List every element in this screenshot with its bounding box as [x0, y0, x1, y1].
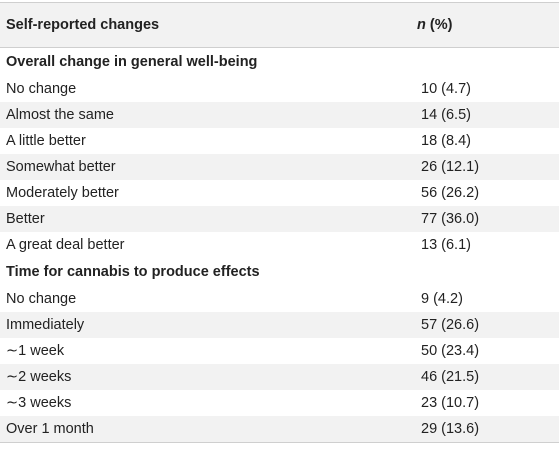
table-header: Self-reported changes n (%) [0, 3, 559, 47]
row-value: 29 (13.6) [421, 421, 480, 437]
top-rule [0, 2, 559, 3]
section-title: Time for cannabis to produce effects [0, 258, 559, 286]
row-value: 46 (21.5) [421, 369, 480, 385]
header-n-italic: n [417, 17, 426, 33]
row-label: Better [6, 211, 45, 227]
row-value: 9 (4.2) [421, 291, 463, 307]
table-row: Moderately better 56 (26.2) [0, 180, 559, 206]
row-value: 23 (10.7) [421, 395, 480, 411]
row-value: 77 (36.0) [421, 211, 480, 227]
row-value: 57 (26.6) [421, 317, 480, 333]
table-row: Somewhat better 26 (12.1) [0, 154, 559, 180]
row-label: No change [6, 291, 77, 307]
table-row: ∼2 weeks 46 (21.5) [0, 364, 559, 390]
row-value: 26 (12.1) [421, 159, 480, 175]
row-value: 14 (6.5) [421, 107, 471, 123]
row-label: Somewhat better [6, 159, 116, 175]
table-body: Overall change in general well-being No c… [0, 48, 559, 442]
row-value: 10 (4.7) [421, 81, 471, 97]
row-value: 56 (26.2) [421, 185, 480, 201]
row-value: 18 (8.4) [421, 133, 471, 149]
table-row: A great deal better 13 (6.1) [0, 232, 559, 258]
table-row: Immediately 57 (26.6) [0, 312, 559, 338]
row-label: Immediately [6, 317, 85, 333]
table-row: ∼1 week 50 (23.4) [0, 338, 559, 364]
row-label: A little better [6, 133, 86, 149]
row-label: Moderately better [6, 185, 119, 201]
bottom-rule [0, 442, 559, 443]
table-row: Almost the same 14 (6.5) [0, 102, 559, 128]
header-percent: (%) [425, 17, 453, 33]
table-row: Better 77 (36.0) [0, 206, 559, 232]
section-title: Overall change in general well-being [0, 48, 559, 76]
table-row: No change 9 (4.2) [0, 286, 559, 312]
table-row: A little better 18 (8.4) [0, 128, 559, 154]
table-row: No change 10 (4.7) [0, 76, 559, 102]
row-label: A great deal better [6, 237, 125, 253]
row-label: ∼2 weeks [6, 369, 72, 385]
table-row: ∼3 weeks 23 (10.7) [0, 390, 559, 416]
row-label: Over 1 month [6, 421, 94, 437]
header-col-n: n (%) [417, 17, 549, 33]
row-value: 13 (6.1) [421, 237, 471, 253]
table-row: Over 1 month 29 (13.6) [0, 416, 559, 442]
header-col-changes: Self-reported changes [6, 17, 160, 33]
row-label: Almost the same [6, 107, 114, 123]
row-label: ∼3 weeks [6, 395, 72, 411]
header-rule [0, 47, 559, 48]
row-value: 50 (23.4) [421, 343, 480, 359]
row-label: No change [6, 81, 77, 97]
row-label: ∼1 week [6, 343, 65, 359]
